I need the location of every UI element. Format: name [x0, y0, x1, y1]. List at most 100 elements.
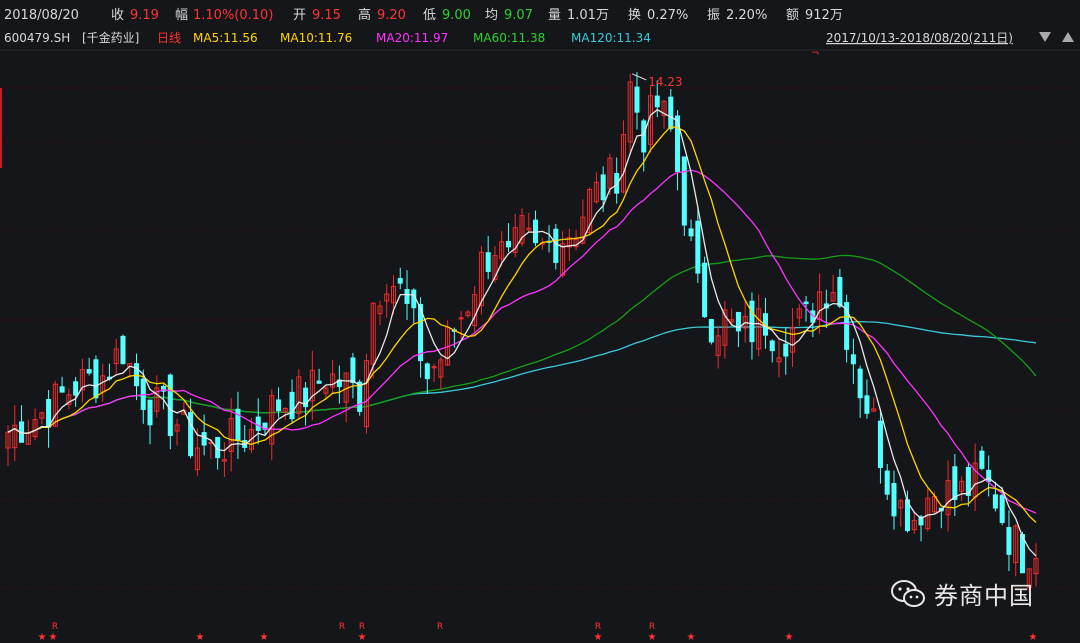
candle-body: [248, 429, 254, 450]
candle-body: [580, 216, 586, 244]
candle-body: [188, 411, 194, 457]
top-marker: ¬: [811, 48, 819, 59]
ma10-legend: MA10:11.76: [280, 31, 352, 45]
candle-body: [695, 220, 701, 274]
ma5-line: [7, 108, 1037, 557]
dropdown-arrow-icon[interactable]: [1039, 32, 1051, 42]
candle-body: [120, 335, 126, 365]
range-selector[interactable]: 2017/10/13-2018/08/20(211日): [826, 31, 1074, 45]
ma5-legend: MA5:11.56: [193, 31, 258, 45]
r-marker: R: [339, 622, 345, 632]
candle-body: [397, 278, 403, 284]
candle-body: [303, 387, 309, 408]
candle-body: [431, 366, 437, 369]
indicator-legend: 600479.SH [千金药业] 日线 MA5:11.56 MA10:11.76…: [4, 30, 651, 45]
candle-body: [668, 96, 674, 130]
period-label: 日线: [157, 31, 181, 45]
high-annotation: 14.23: [632, 73, 683, 89]
r-marker: R: [52, 622, 58, 632]
candle-body: [1026, 568, 1032, 588]
candle-body: [553, 228, 559, 263]
avg-value: 9.07: [504, 8, 533, 23]
star-marker: ★: [785, 632, 794, 643]
candle-body: [992, 494, 998, 509]
candle-body: [526, 227, 532, 231]
candle-body: [465, 311, 471, 317]
candle-body: [255, 416, 261, 431]
ma20-legend: MA20:11.97: [376, 31, 448, 45]
close-value: 9.19: [130, 8, 159, 23]
candle-body: [776, 357, 782, 363]
candle-body: [390, 285, 397, 304]
candle-body: [661, 100, 667, 117]
candle-body: [1019, 534, 1025, 574]
candle-body: [167, 374, 173, 436]
candle-body: [363, 360, 369, 428]
open-value: 9.15: [312, 8, 341, 23]
change-label: 幅: [175, 8, 188, 23]
candle-body: [979, 450, 985, 469]
candle-body: [560, 243, 566, 276]
star-marker: ★: [196, 632, 205, 643]
candle-body: [174, 424, 180, 432]
stock-code: 600479.SH: [4, 31, 70, 45]
ma10-path: [7, 125, 1037, 523]
candle-body: [32, 418, 38, 438]
star-marker: ★: [358, 632, 367, 643]
candle-body: [5, 431, 11, 449]
candle-body: [12, 424, 18, 449]
candle-body: [221, 459, 227, 462]
candle-body: [918, 516, 924, 526]
r-marker: R: [649, 622, 655, 632]
star-marker: ★: [594, 632, 603, 643]
candle-body: [587, 188, 593, 233]
candle-body: [857, 368, 863, 399]
candle-body: [485, 252, 491, 272]
candle-body: [384, 293, 390, 302]
candle-body: [73, 381, 79, 396]
candle-body: [783, 343, 789, 357]
candle-body: [837, 276, 843, 307]
quote-date: 2018/08/20: [4, 8, 79, 23]
candle-body: [1006, 527, 1012, 555]
avg-label: 均: [485, 8, 498, 23]
scroll-up-icon[interactable]: [1062, 32, 1074, 42]
amount-value: 912万: [805, 8, 843, 23]
candle-body: [228, 417, 234, 452]
candle-body: [499, 241, 505, 260]
candle-body: [505, 240, 511, 248]
candle-body: [600, 174, 606, 201]
candle-body: [803, 301, 809, 305]
r-marker: R: [595, 622, 601, 632]
low-label: 低: [423, 8, 436, 23]
candle-body: [796, 308, 802, 319]
candle-body: [877, 420, 883, 468]
turnover-label: 换: [628, 8, 641, 23]
candle-body: [844, 302, 850, 350]
candle-body: [86, 369, 92, 374]
candlesticks: [5, 72, 1039, 592]
ma60-legend: MA60:11.38: [473, 31, 545, 45]
star-marker: ★: [1029, 632, 1038, 643]
candle-body: [864, 395, 870, 414]
star-marker: ★: [687, 632, 696, 643]
volume-label: 量: [548, 8, 561, 23]
candle-body: [1013, 525, 1019, 564]
candle-body: [735, 311, 741, 332]
candle-body: [620, 134, 626, 193]
candle-body: [512, 227, 518, 253]
candle-body: [424, 363, 430, 380]
candle-body: [1033, 558, 1039, 575]
candle-body: [113, 348, 119, 364]
star-marker: ★: [38, 632, 47, 643]
candle-body: [729, 319, 735, 323]
candle-body: [330, 373, 336, 388]
candle-body: [59, 386, 65, 393]
candle-body: [641, 120, 647, 153]
candle-body: [756, 308, 762, 350]
ma120-legend: MA120:11.34: [571, 31, 651, 45]
candle-body: [722, 309, 728, 346]
low-value: 9.00: [442, 8, 471, 23]
candle-body: [681, 156, 687, 226]
